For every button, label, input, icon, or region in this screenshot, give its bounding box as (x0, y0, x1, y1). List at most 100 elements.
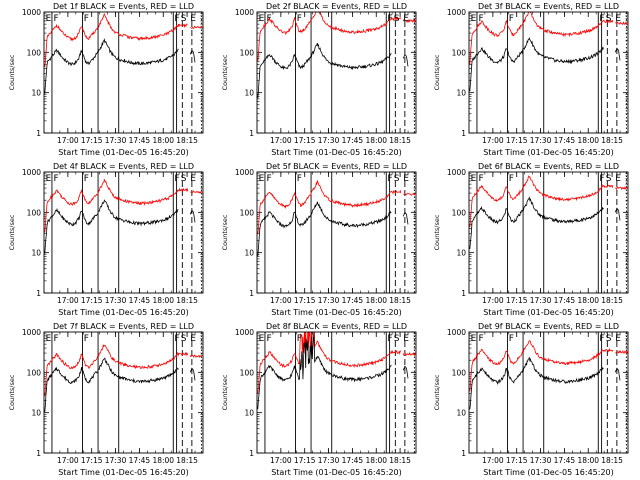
x-tick-label: 18:00 (152, 136, 174, 145)
chart-title: Det 4f BLACK = Events, RED = LLD (53, 162, 194, 171)
y-tick-label: 10 (31, 409, 41, 418)
x-tick-label: 17:00 (270, 296, 292, 305)
x-axis-label: Start Time (01-Dec-05 16:45:20) (271, 148, 402, 157)
chart-title: Det 6f BLACK = Events, RED = LLD (478, 162, 619, 171)
y-axis-label: Counts/sec (433, 374, 441, 410)
chart-panel-1: Det 1f BLACK = Events, RED = LLD Counts/s… (8, 2, 204, 157)
x-tick-label: 17:15 (81, 456, 103, 465)
events-series-tail (189, 367, 196, 381)
event-marker-F: F (509, 334, 514, 344)
events-series-tail (614, 207, 621, 221)
plot-frame (468, 331, 629, 454)
event-marker-F: F (599, 334, 604, 344)
x-tick-label: 17:00 (482, 456, 504, 465)
event-marker-S: S (181, 14, 187, 24)
y-tick-label: 1000 (447, 328, 466, 337)
y-tick-label: 1 (461, 449, 466, 458)
y-tick-label: 1 (36, 129, 41, 138)
event-marker-F: F (387, 174, 392, 184)
events-series-tail (402, 365, 409, 379)
x-tick-label: 18:15 (601, 456, 623, 465)
event-marker-E: E (259, 334, 265, 344)
y-tick-label: 1 (249, 289, 254, 298)
event-marker-F: F (297, 14, 302, 24)
events-series-line (469, 356, 604, 410)
events-series-line (257, 42, 392, 99)
x-tick-label: 17:30 (318, 456, 340, 465)
event-marker-E: E (471, 334, 477, 344)
y-tick-label: 1000 (22, 328, 41, 337)
x-tick-label: 18:00 (365, 456, 387, 465)
x-tick-label: 18:15 (176, 136, 198, 145)
lld-series-tail (615, 349, 628, 355)
x-tick-label: 17:00 (270, 136, 292, 145)
y-tick-label: 1000 (22, 8, 41, 17)
event-marker-E: E (190, 334, 196, 344)
y-tick-label: 1 (461, 289, 466, 298)
y-tick-label: 1000 (235, 8, 254, 17)
chart-panel-2: Det 2f BLACK = Events, RED = LLD Counts/s… (221, 2, 417, 157)
event-marker-S: S (181, 174, 187, 184)
event-marker-S: S (181, 334, 187, 344)
event-marker-E: E (615, 334, 621, 344)
x-tick-label: 18:00 (577, 136, 599, 145)
event-marker-E: E (46, 14, 52, 24)
event-marker-S: S (394, 14, 400, 24)
x-axis-label: Start Time (01-Dec-05 16:45:20) (483, 308, 614, 317)
events-series-line (44, 357, 179, 412)
x-axis-label: Start Time (01-Dec-05 16:45:20) (58, 148, 189, 157)
y-tick-label: 1 (36, 449, 41, 458)
event-marker-E: E (190, 174, 196, 184)
y-tick-label: 1 (36, 289, 41, 298)
x-tick-label: 17:45 (554, 296, 576, 305)
plot-frame (256, 11, 417, 134)
x-tick-label: 18:00 (577, 456, 599, 465)
event-marker-E: E (403, 14, 409, 24)
y-tick-label: 10 (244, 89, 254, 98)
chart-panel-4: Det 4f BLACK = Events, RED = LLD Counts/s… (8, 162, 204, 317)
lld-series-tail (403, 192, 416, 196)
lld-series-tail (402, 351, 416, 356)
y-tick-label: 1000 (235, 328, 254, 337)
event-lines (476, 12, 627, 133)
plot-frame (256, 171, 417, 294)
event-marker-E: E (471, 14, 477, 24)
plot-frame (43, 331, 204, 454)
x-axis-label: Start Time (01-Dec-05 16:45:20) (271, 308, 402, 317)
event-marker-S: S (606, 174, 612, 184)
y-axis-label: Counts/sec (433, 54, 441, 90)
chart-panel-5: Det 5f BLACK = Events, RED = LLD Counts/s… (221, 162, 417, 317)
chart-title: Det 3f BLACK = Events, RED = LLD (478, 2, 619, 11)
y-tick-label: 1000 (235, 168, 254, 177)
x-tick-label: 17:45 (129, 296, 151, 305)
y-tick-label: 1000 (447, 8, 466, 17)
event-marker-F: F (387, 14, 392, 24)
event-marker-F: F (54, 174, 59, 184)
series-group (44, 343, 203, 412)
event-marker-S: S (606, 14, 612, 24)
chart-title: Det 7f BLACK = Events, RED = LLD (53, 322, 194, 331)
x-tick-label: 17:30 (530, 456, 552, 465)
x-tick-label: 17:45 (554, 136, 576, 145)
x-axis-label: Start Time (01-Dec-05 16:45:20) (483, 468, 614, 477)
x-tick-label: 17:00 (57, 136, 79, 145)
y-axis-label: Counts/sec (433, 214, 441, 250)
event-lines (51, 332, 202, 453)
x-tick-label: 17:00 (482, 296, 504, 305)
x-tick-label: 17:00 (57, 296, 79, 305)
event-marker-F: F (599, 14, 604, 24)
x-axis-label: Start Time (01-Dec-05 16:45:20) (271, 468, 402, 477)
x-tick-label: 18:15 (176, 456, 198, 465)
lld-series-line (257, 332, 402, 394)
event-marker-E: E (46, 174, 52, 184)
x-tick-label: 17:30 (318, 136, 340, 145)
event-marker-S: S (394, 334, 400, 344)
lld-series-line (44, 179, 189, 233)
x-tick-label: 18:00 (152, 296, 174, 305)
x-tick-label: 17:15 (81, 136, 103, 145)
y-tick-label: 100 (452, 368, 467, 377)
events-series-line (44, 37, 179, 94)
y-axis-label: Counts/sec (221, 214, 229, 250)
x-tick-label: 17:30 (105, 296, 127, 305)
x-axis-label: Start Time (01-Dec-05 16:45:20) (483, 148, 614, 157)
